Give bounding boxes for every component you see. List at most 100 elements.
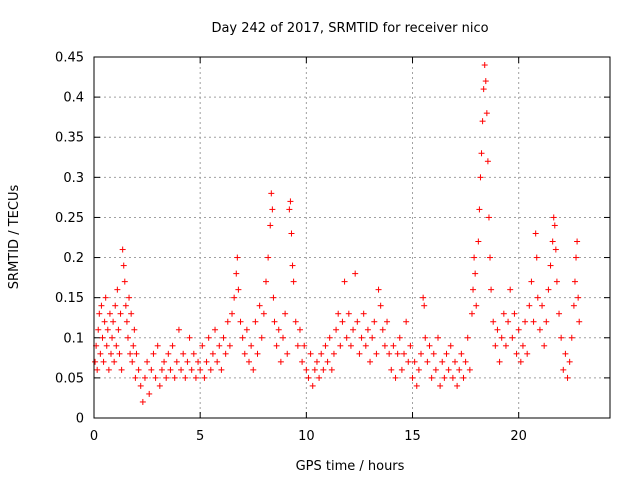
data-point <box>479 118 486 125</box>
data-point <box>407 342 414 349</box>
data-point <box>477 174 484 181</box>
data-point <box>161 358 168 365</box>
data-point <box>574 238 581 245</box>
data-point <box>547 262 554 269</box>
data-point <box>441 374 448 381</box>
data-point <box>320 366 327 373</box>
data-point <box>119 246 126 253</box>
data-point <box>396 334 403 341</box>
data-point <box>345 310 352 317</box>
data-point <box>197 366 204 373</box>
data-point <box>279 334 286 341</box>
data-point <box>92 358 99 365</box>
data-point <box>409 374 416 381</box>
data-point <box>487 254 494 261</box>
plot-frame <box>93 56 611 419</box>
data-point <box>430 350 437 357</box>
data-point <box>367 358 374 365</box>
data-point <box>571 278 578 285</box>
data-point <box>212 326 219 333</box>
data-point <box>422 334 429 341</box>
data-point <box>575 294 582 301</box>
data-point <box>421 302 428 309</box>
data-point <box>103 342 110 349</box>
data-point <box>470 286 477 293</box>
data-point <box>358 334 365 341</box>
data-point <box>428 374 435 381</box>
data-point <box>175 326 182 333</box>
data-point <box>350 326 357 333</box>
data-point <box>116 350 123 357</box>
data-point <box>250 366 257 373</box>
data-point <box>152 374 159 381</box>
data-point <box>551 222 558 229</box>
data-point <box>488 286 495 293</box>
data-point <box>305 374 312 381</box>
data-point <box>532 230 539 237</box>
data-point <box>235 286 242 293</box>
data-point <box>256 302 263 309</box>
y-tick-label: 0.1 <box>63 331 84 346</box>
data-point <box>401 350 408 357</box>
data-point <box>156 382 163 389</box>
data-point <box>543 318 550 325</box>
y-tick-label: 0.45 <box>55 51 84 66</box>
data-point <box>233 270 240 277</box>
data-point <box>169 342 176 349</box>
data-point <box>445 366 452 373</box>
data-point <box>260 310 267 317</box>
data-point <box>324 358 331 365</box>
data-point <box>411 358 418 365</box>
data-point <box>519 342 526 349</box>
data-point <box>337 342 344 349</box>
data-point <box>190 350 197 357</box>
data-point <box>195 358 202 365</box>
axis-ticks: 0 0.05 0.1 0.15 0.2 0.25 0.3 0.35 0.4 0.45 0 5 10 15 2… <box>55 51 610 444</box>
data-point <box>377 302 384 309</box>
data-point <box>352 270 359 277</box>
data-point <box>447 342 454 349</box>
data-point <box>123 318 130 325</box>
data-point <box>490 318 497 325</box>
data-point <box>316 374 323 381</box>
data-point <box>478 150 485 157</box>
data-point <box>471 254 478 261</box>
data-point <box>379 326 386 333</box>
data-point <box>96 310 103 317</box>
data-point <box>188 366 195 373</box>
data-point <box>509 334 516 341</box>
data-point <box>186 334 193 341</box>
data-point <box>328 366 335 373</box>
data-point <box>483 110 490 117</box>
data-point <box>388 366 395 373</box>
data-point <box>269 206 276 213</box>
data-point <box>258 334 265 341</box>
data-point <box>180 350 187 357</box>
data-point <box>113 342 120 349</box>
data-point <box>165 350 172 357</box>
data-point <box>95 326 102 333</box>
data-points <box>92 62 583 405</box>
data-point <box>364 326 371 333</box>
data-point <box>498 334 505 341</box>
data-point <box>192 374 199 381</box>
data-point <box>464 334 471 341</box>
data-point <box>127 350 134 357</box>
data-point <box>275 326 282 333</box>
data-point <box>120 262 127 269</box>
data-point <box>209 350 216 357</box>
data-point <box>267 222 274 229</box>
data-point <box>475 238 482 245</box>
data-point <box>97 350 104 357</box>
data-point <box>130 342 137 349</box>
data-point <box>263 278 269 285</box>
data-point <box>484 158 491 165</box>
data-point <box>218 366 225 373</box>
data-point <box>398 366 405 373</box>
data-point <box>449 374 456 381</box>
data-point <box>106 310 113 317</box>
data-point <box>322 342 329 349</box>
data-point <box>313 358 320 365</box>
data-point <box>530 318 537 325</box>
